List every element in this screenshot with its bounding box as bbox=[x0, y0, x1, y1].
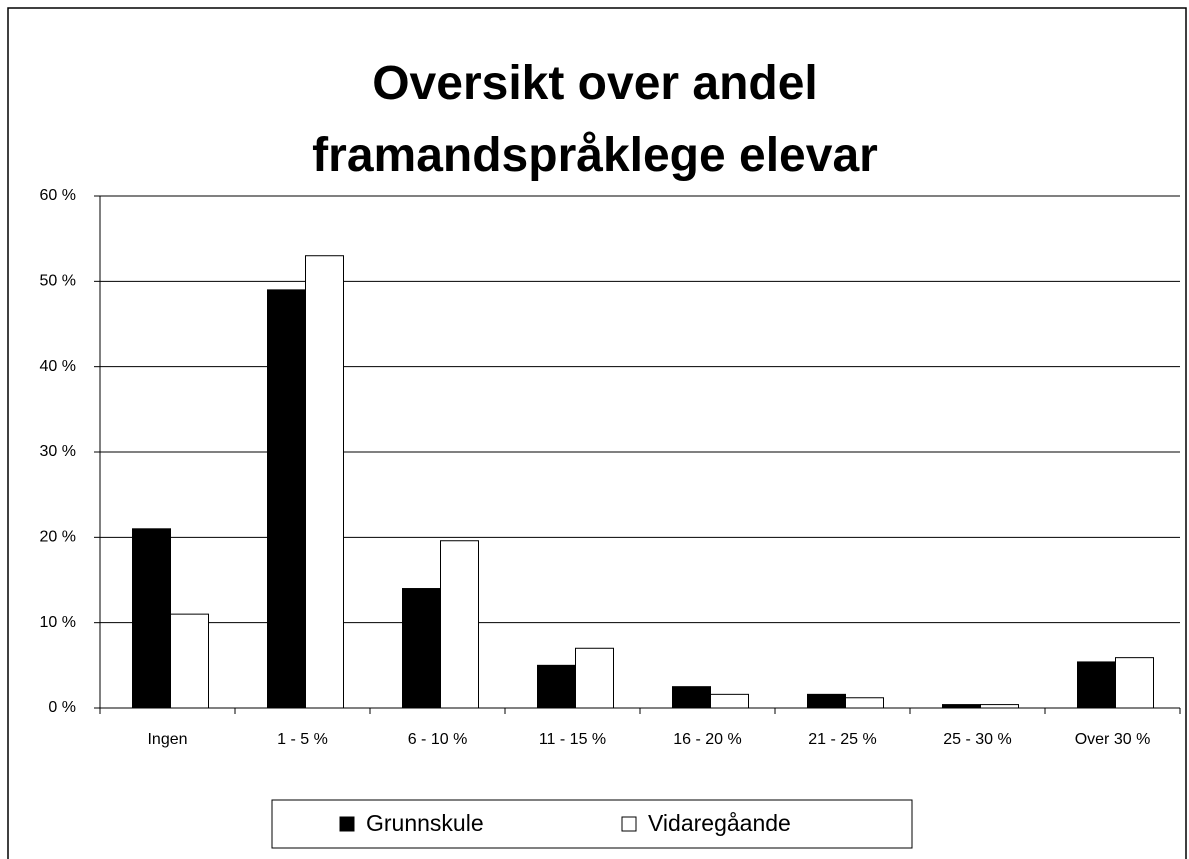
bar bbox=[305, 255, 344, 709]
y-tick-label: 30 % bbox=[40, 443, 76, 460]
legend-swatch bbox=[621, 816, 637, 832]
bar bbox=[710, 693, 749, 709]
bar bbox=[132, 528, 171, 709]
legend-box bbox=[271, 799, 913, 849]
bar bbox=[672, 686, 711, 709]
bar bbox=[942, 704, 981, 709]
x-tick-label: 1 - 5 % bbox=[277, 731, 328, 748]
bar bbox=[1115, 657, 1154, 709]
legend-swatch bbox=[339, 816, 355, 832]
bar bbox=[267, 289, 306, 709]
bar bbox=[980, 704, 1019, 709]
x-tick-label: 16 - 20 % bbox=[673, 731, 741, 748]
bar bbox=[845, 697, 884, 709]
chart-title: Oversikt over andel framandspråklege ele… bbox=[312, 57, 878, 182]
y-tick-label: 60 % bbox=[40, 187, 76, 204]
y-tick-label: 40 % bbox=[40, 358, 76, 375]
x-tick-label: 6 - 10 % bbox=[408, 731, 468, 748]
x-tick-label: 21 - 25 % bbox=[808, 731, 876, 748]
x-tick-label: 11 - 15 % bbox=[539, 731, 606, 748]
bar bbox=[440, 540, 479, 709]
y-tick-label: 10 % bbox=[40, 614, 76, 631]
bar bbox=[170, 613, 209, 709]
bar bbox=[807, 693, 846, 709]
y-tick-label: 50 % bbox=[40, 273, 76, 290]
y-tick-label: 0 % bbox=[48, 699, 76, 716]
legend-label: Grunnskule bbox=[366, 810, 484, 836]
x-tick-label: 25 - 30 % bbox=[943, 731, 1011, 748]
bar bbox=[575, 647, 614, 709]
chart-frame bbox=[7, 7, 1187, 859]
x-tick-label: Ingen bbox=[147, 731, 187, 748]
bar bbox=[1077, 661, 1116, 709]
bar bbox=[537, 664, 576, 709]
x-tick-label: Over 30 % bbox=[1075, 731, 1151, 748]
bar bbox=[402, 588, 441, 709]
legend-label: Vidaregåande bbox=[648, 810, 791, 836]
y-tick-label: 20 % bbox=[40, 529, 76, 546]
